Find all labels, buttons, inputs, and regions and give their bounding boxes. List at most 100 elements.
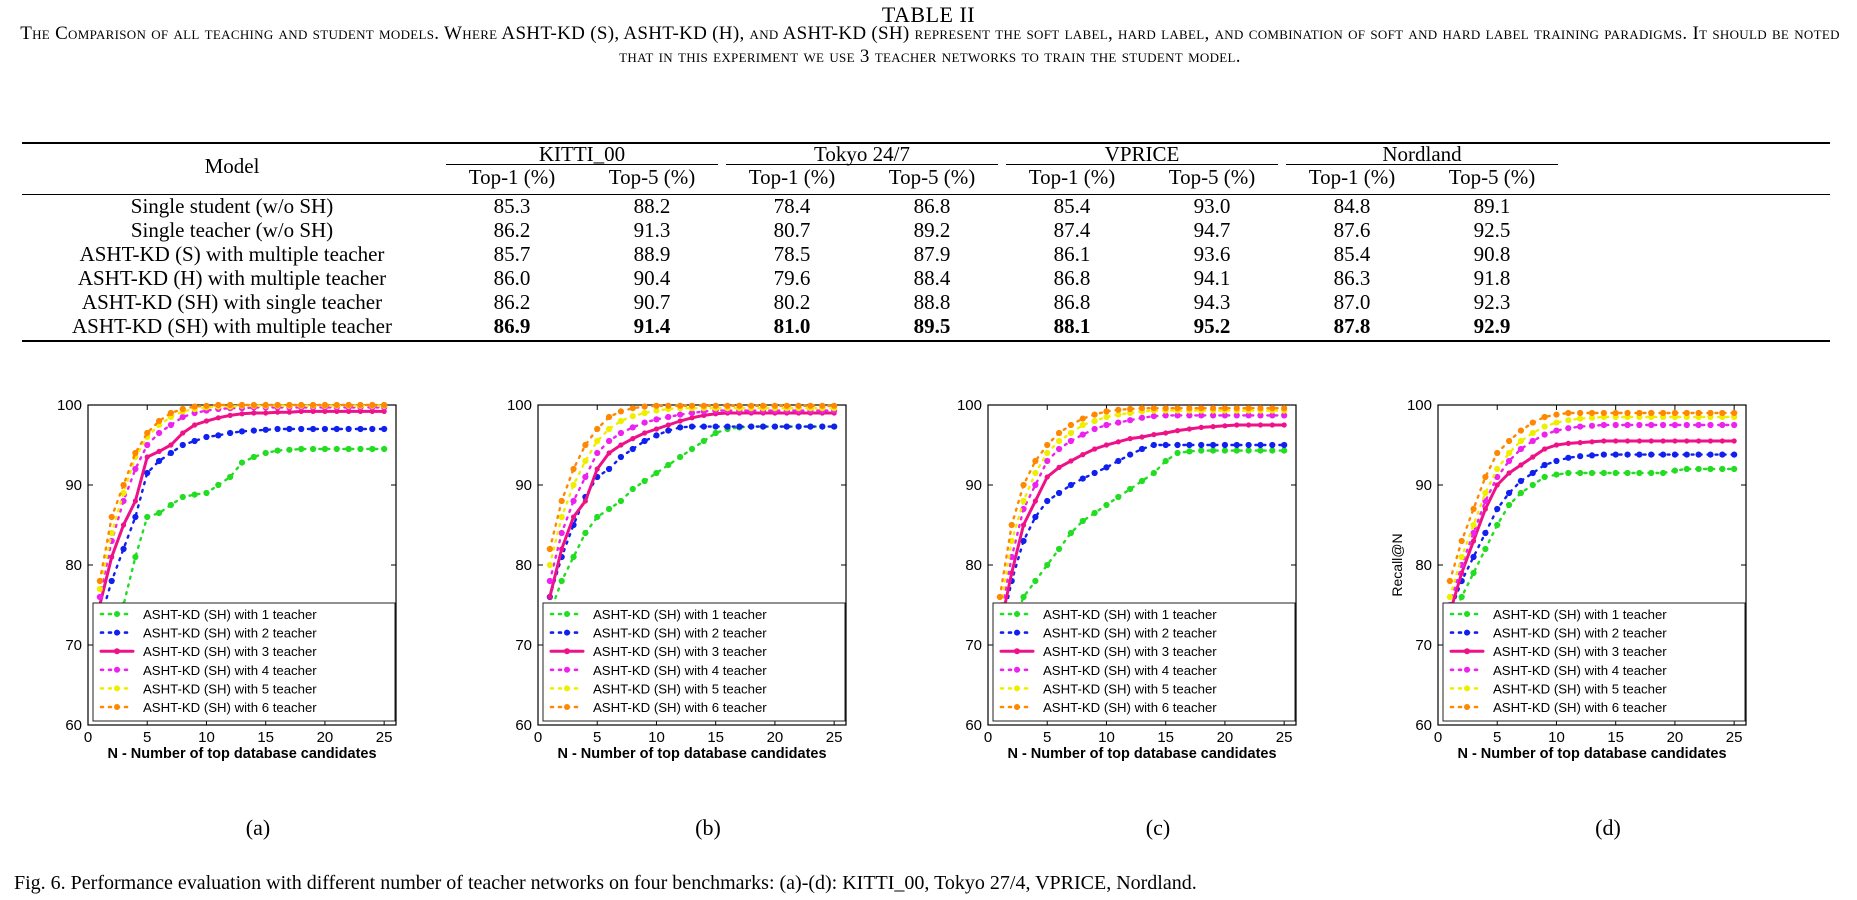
data-point [1494,473,1501,481]
data-point [1505,437,1513,445]
data-point [1553,442,1560,448]
data-point [582,529,589,537]
data-point [1695,451,1702,458]
data-point [605,465,613,473]
table-cell-value: 87.4 [1053,218,1091,242]
legend-label: ASHT-KD (SH) with 1 teacher [143,607,317,622]
data-point [1269,405,1276,412]
data-point [1186,412,1193,419]
data-point [1731,409,1738,417]
y-tick-label: 100 [57,397,82,414]
data-point [1020,522,1027,528]
data-point [1517,477,1525,485]
data-point [1542,446,1548,452]
data-point [629,413,636,420]
data-point [1127,436,1133,442]
data-point [108,513,115,521]
table-label: TABLE II [881,2,976,27]
series-line [998,409,1286,615]
data-point [262,449,269,457]
data-point [1221,447,1229,454]
x-tick-label: 10 [1548,729,1565,746]
data-point [677,424,684,431]
data-point [333,445,340,453]
data-point [653,469,660,477]
data-point [558,513,565,521]
data-point [120,545,127,553]
legend-label: ASHT-KD (SH) with 6 teacher [593,700,767,715]
chart-panel-a: 0 5 10 15 20 25 60 70 80 90 100 N - Number of top d… [18,370,448,820]
data-point [1624,469,1631,477]
table-caption: The Comparison of all teaching and stude… [20,23,1840,67]
legend-box [92,602,396,722]
x-tick-label: 0 [534,729,542,746]
dataset-underline [446,164,718,165]
data-point [1494,465,1501,473]
data-point [1055,437,1063,445]
x-tick-label: 10 [198,729,215,746]
data-point [333,425,340,433]
data-point [155,417,163,425]
data-point [677,418,683,424]
data-point [642,430,648,436]
table-cell-value: 79.6 [773,266,811,290]
data-point [286,446,293,453]
data-point [1067,529,1075,537]
data-point [1138,445,1146,453]
data-point [1600,469,1607,477]
table-cell-value: 87.0 [1333,290,1371,314]
data-point [227,412,233,418]
data-point [594,425,601,433]
data-point [1032,469,1039,477]
column-header-dataset: VPRICE [1104,142,1180,166]
data-point [807,402,814,409]
data-point [1233,447,1240,454]
data-point [215,432,222,439]
data-point [1186,441,1193,449]
data-point [1470,505,1477,513]
data-point [1091,417,1098,425]
table-cell-value: 91.8 [1473,266,1511,290]
data-point [1281,405,1288,412]
data-point [1162,412,1169,419]
data-point [321,445,329,453]
data-point [167,409,175,417]
data-point [1080,452,1086,458]
legend-label: ASHT-KD (SH) with 1 teacher [593,607,767,622]
sublabel-a: (a) [245,815,271,840]
data-point [132,513,139,521]
legend-box [992,602,1296,722]
data-point [831,402,838,409]
data-point [1055,429,1063,437]
data-point [120,481,127,489]
data-point [274,409,281,415]
data-point [605,413,613,421]
series-line [548,407,836,567]
data-point [1008,521,1015,529]
data-point [1659,469,1667,477]
data-point [1079,517,1086,525]
legend-label: ASHT-KD (SH) with 5 teacher [1043,681,1217,696]
data-point [653,402,660,409]
data-point [357,445,364,453]
data-point [736,402,743,409]
x-tick-label: 15 [707,729,724,746]
data-point [286,402,293,409]
data-point [783,402,790,409]
data-point [1209,412,1217,419]
column-header-dataset: KITTI_00 [538,142,626,166]
table-row-model: Single teacher (w/o SH) [130,218,334,242]
x-axis-label: N - Number of top database candidates [107,746,376,762]
data-point [665,413,672,421]
data-point [1198,405,1205,412]
data-point [1659,409,1667,417]
data-point [274,447,281,454]
data-point [1659,421,1667,429]
data-point [1138,405,1146,412]
data-point [250,402,257,409]
data-point [1269,412,1276,419]
data-point [1127,405,1134,413]
y-tick-label: 70 [1415,637,1432,654]
data-point [1032,513,1039,521]
data-point [1446,577,1453,585]
